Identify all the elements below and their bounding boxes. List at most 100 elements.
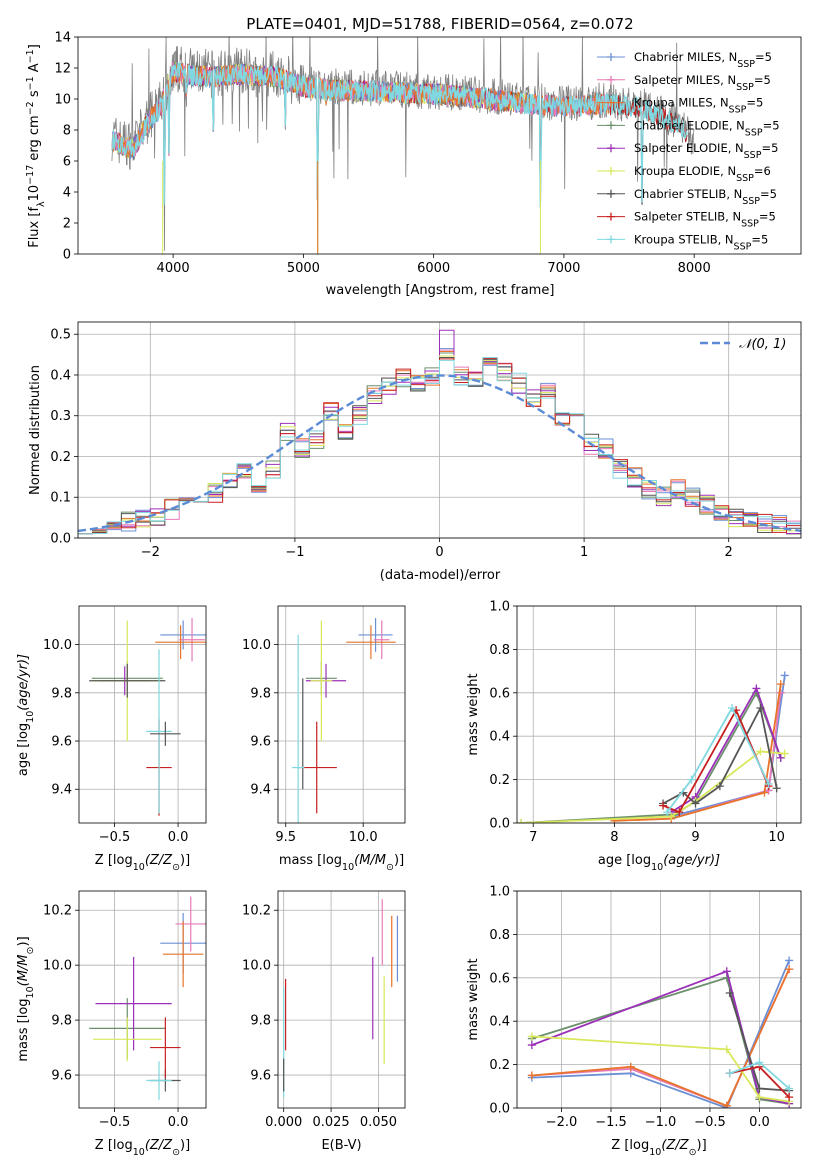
mass-weight-vs-Z-ytick-label: 0.6 bbox=[489, 971, 510, 986]
age-vs-mass-plot-area bbox=[291, 618, 396, 823]
residuals-xtick-label: 1 bbox=[580, 545, 588, 560]
mass-weight-vs-age-point bbox=[776, 753, 785, 762]
legend-marker bbox=[607, 121, 615, 130]
age-vs-mass-ytick-label: 9.6 bbox=[250, 735, 271, 750]
mass-weight-vs-age-plot-area bbox=[517, 671, 789, 823]
mass-weight-vs-Z-xlabel: Z [log10(Z/Z⊙)] bbox=[611, 1138, 706, 1158]
age-vs-Z-xtick-label: −0.5 bbox=[99, 830, 131, 845]
figure-title: PLATE=0401, MJD=51788, FIBERID=0564, z=0… bbox=[246, 15, 633, 33]
legend-marker bbox=[607, 75, 615, 84]
age-vs-mass-xlabel: mass [log10(M/M⊙)] bbox=[279, 853, 404, 873]
mass-weight-vs-age-xtick-label: 7 bbox=[529, 830, 537, 845]
mass-weight-vs-Z-point bbox=[785, 1084, 794, 1093]
mass-weight-vs-Z-plot-area bbox=[527, 956, 794, 1108]
mass-vs-Z-ytick-label: 10.2 bbox=[43, 904, 72, 919]
mass-vs-EBV-ytick-label: 10.2 bbox=[242, 904, 271, 919]
mass-weight-vs-age-point bbox=[760, 788, 769, 797]
mass-vs-EBV-axes: 0.000 0.025 0.050 9.6 9.8 10.0 10.2 E(B-V) bbox=[242, 890, 406, 1153]
mass-vs-Z-frame bbox=[78, 890, 207, 1109]
mass-vs-EBV-frame bbox=[277, 890, 406, 1109]
residuals-ytick-label: 0.3 bbox=[50, 409, 71, 424]
mass-weight-vs-age-point bbox=[776, 688, 785, 697]
legend-marker bbox=[607, 53, 615, 61]
mass-weight-vs-age-point bbox=[715, 782, 724, 791]
mass-weight-vs-age-point bbox=[687, 775, 696, 784]
residuals-xtick-label: 2 bbox=[725, 545, 733, 560]
mass-weight-vs-age-ytick-label: 1.0 bbox=[489, 600, 510, 615]
mass-weight-vs-age-point bbox=[764, 779, 773, 788]
residuals-xlabel: (data-model)/error bbox=[380, 568, 501, 583]
residuals-plot-area bbox=[78, 329, 801, 538]
mass-weight-vs-age-point bbox=[756, 703, 765, 712]
residuals-legend: 𝒩(0, 1) bbox=[700, 337, 786, 352]
age-vs-mass-ytick-label: 9.4 bbox=[250, 783, 271, 798]
mass-weight-vs-Z-axes: −2.0 −1.5 −1.0 −0.5 0.0 0.0 0.2 0.4 0.6 0.8 1.0 Z [… bbox=[466, 885, 802, 1158]
mass-weight-vs-age-point bbox=[776, 680, 785, 689]
age-vs-Z-plot-area bbox=[89, 618, 206, 816]
legend-label: Salpeter ELODIE, NSSP=5 bbox=[634, 141, 778, 161]
mass-weight-vs-Z-point bbox=[722, 1045, 731, 1054]
legend-marker bbox=[607, 212, 615, 221]
spectrum-ytick-label: 12 bbox=[54, 62, 71, 77]
mass-vs-EBV-xtick-label: 0.025 bbox=[312, 1115, 349, 1130]
mass-vs-Z-xtick-label: 0.0 bbox=[168, 1115, 189, 1130]
age-vs-mass-xtick-label: 10.0 bbox=[349, 830, 378, 845]
mass-weight-vs-Z-xtick-label: −0.5 bbox=[694, 1115, 726, 1130]
mass-weight-vs-Z-ytick-label: 0.4 bbox=[489, 1015, 510, 1030]
age-vs-Z-xtick-label: 0.0 bbox=[168, 830, 189, 845]
mass-vs-Z-xtick-label: −0.5 bbox=[99, 1115, 131, 1130]
residuals-frame bbox=[77, 321, 802, 539]
mass-weight-vs-Z-ytick-label: 1.0 bbox=[489, 885, 510, 900]
spectrum-ytick-label: 6 bbox=[63, 155, 71, 170]
legend-marker bbox=[607, 98, 615, 107]
spectrum-ytick-label: 10 bbox=[54, 93, 71, 108]
spectrum-frame bbox=[77, 36, 802, 255]
mass-weight-vs-age-point bbox=[663, 808, 672, 817]
mass-vs-Z-ytick-label: 9.6 bbox=[51, 1069, 72, 1084]
mass-weight-vs-Z-xtick-label: −2.0 bbox=[546, 1115, 578, 1130]
age-vs-mass-ytick-label: 10.0 bbox=[242, 638, 271, 653]
spectrum-model-kroupa-stelib bbox=[111, 61, 688, 207]
legend-label: Salpeter STELIB, NSSP=5 bbox=[634, 210, 776, 230]
mass-weight-vs-age-point bbox=[752, 684, 761, 693]
mass-vs-EBV-plot-area bbox=[283, 899, 399, 1098]
age-vs-Z-ytick-label: 9.6 bbox=[51, 735, 72, 750]
mass-weight-vs-age-point bbox=[772, 784, 781, 793]
spectrum-plot-area bbox=[111, 37, 695, 254]
mass-weight-vs-Z-line-kroupa-elodie bbox=[531, 1035, 790, 1103]
mass-weight-vs-age-ylabel: mass weight bbox=[466, 673, 481, 755]
mass-weight-vs-age-point bbox=[780, 671, 789, 680]
mass-weight-vs-Z-point bbox=[755, 1084, 764, 1093]
mass-weight-vs-Z-line-chabrier-miles bbox=[531, 960, 790, 1108]
legend-label: Salpeter MILES, NSSP=5 bbox=[634, 73, 771, 93]
mass-vs-Z-plot-area bbox=[89, 896, 206, 1100]
mass-weight-vs-Z-ytick-label: 0.0 bbox=[489, 1102, 510, 1117]
spectrum-ytick-label: 14 bbox=[54, 31, 71, 46]
spectrum-xtick-label: 7000 bbox=[547, 261, 580, 276]
mass-weight-vs-age-xtick-label: 8 bbox=[610, 830, 618, 845]
spectrum-legend: Chabrier MILES, NSSP=5 Salpeter MILES, NS… bbox=[597, 50, 780, 252]
age-vs-Z-frame bbox=[78, 605, 207, 824]
residuals-ytick-label: 0.2 bbox=[50, 450, 71, 465]
spectrum-xtick-label: 6000 bbox=[417, 261, 450, 276]
mass-weight-vs-Z-point bbox=[722, 1101, 731, 1108]
mass-weight-vs-age-point bbox=[728, 703, 737, 712]
legend-marker bbox=[607, 167, 615, 175]
residuals-xtick-label: −2 bbox=[141, 545, 160, 560]
mass-weight-vs-Z-point bbox=[785, 1093, 794, 1102]
mass-weight-vs-Z-point bbox=[725, 1069, 734, 1078]
mass-weight-vs-Z-xtick-label: −1.5 bbox=[595, 1115, 627, 1130]
age-vs-mass-axes: 9.5 10.0 9.4 9.6 9.8 10.0 mass [log10(M/M⊙)] bbox=[242, 605, 406, 873]
age-vs-mass-xtick-label: 9.5 bbox=[275, 830, 296, 845]
legend-marker bbox=[607, 235, 615, 244]
spectrum-ytick-label: 2 bbox=[63, 217, 71, 232]
mass-weight-vs-age-point bbox=[780, 749, 789, 758]
mass-weight-vs-age-axes: 7 8 9 10 0.0 0.2 0.4 0.6 0.8 1.0 age [log10(age/yr… bbox=[466, 600, 802, 873]
age-vs-Z-axes: −0.5 0.0 9.4 9.6 9.8 10.0 Z [log10(Z/Z⊙)] age [… bbox=[16, 605, 207, 873]
mass-vs-Z-ylabel: mass [log10(M/M⊙)] bbox=[16, 936, 36, 1061]
legend-label: Kroupa ELODIE, NSSP=6 bbox=[634, 164, 771, 184]
mass-weight-vs-Z-point bbox=[527, 1032, 536, 1041]
legend-label: Chabrier STELIB, NSSP=5 bbox=[634, 187, 777, 207]
mass-weight-vs-age-point bbox=[659, 801, 668, 810]
mass-weight-vs-age-xtick-label: 10 bbox=[768, 830, 785, 845]
